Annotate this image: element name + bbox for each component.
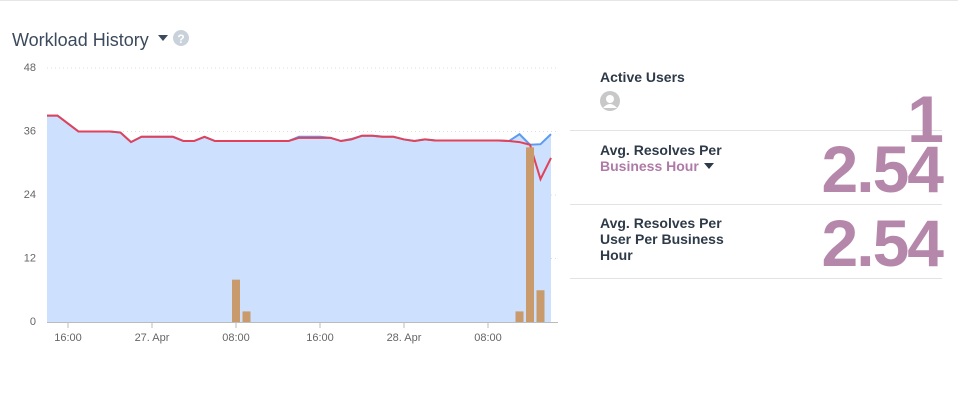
dropdown-arrow[interactable] — [157, 35, 168, 41]
stat-row: Active Users 1 — [570, 61, 944, 152]
chart: 0 12 24 36 48 16:00 27. Apr 08:00 16:00 28. Apr 08… — [24, 62, 558, 344]
x-tick-label: 16:00 — [54, 332, 82, 344]
y-tick-label: 48 — [24, 62, 36, 74]
header-icons: ? — [157, 30, 189, 46]
stat-row: Avg. Resolves Per Business Hour 2.54 — [570, 131, 944, 206]
stat-value: 2.54 — [821, 132, 944, 206]
bar — [242, 311, 251, 322]
x-tick-label: 08:00 — [222, 332, 250, 344]
bar — [232, 279, 240, 322]
x-tick-label: 27. Apr — [135, 332, 170, 344]
stat-row: Avg. Resolves Per User Per Business Hour… — [570, 205, 944, 280]
y-tick-label: 24 — [24, 189, 36, 201]
area — [47, 115, 551, 322]
x-tick-label: 08:00 — [474, 332, 502, 344]
help-icon[interactable] — [172, 30, 189, 46]
line — [47, 114, 552, 182]
avatar — [600, 91, 620, 111]
stat-label: Active Users — [600, 69, 685, 85]
bar — [515, 311, 524, 322]
stat-link[interactable]: Business Hour — [600, 158, 699, 174]
x-tick-label: 28. Apr — [387, 332, 422, 344]
stat-label: Avg. Resolves Per — [600, 142, 722, 158]
bar — [526, 147, 534, 322]
stat-label: Avg. Resolves Per User Per Business Hour — [600, 215, 724, 263]
header: Workload History ? — [12, 30, 194, 51]
dropdown-arrow[interactable] — [703, 161, 715, 171]
y-tick-label: 12 — [24, 252, 36, 264]
stat-label-block: Avg. Resolves Per Business Hour — [600, 142, 750, 174]
svg-text:?: ? — [177, 32, 184, 46]
x-tick-label: 16:00 — [306, 332, 334, 344]
bar — [536, 290, 545, 322]
header-title[interactable]: Workload History — [12, 30, 149, 50]
stat-value: 2.54 — [821, 206, 944, 280]
y-tick-label: 36 — [24, 125, 36, 137]
stat-value: 1 — [907, 82, 944, 156]
y-tick-label: 0 — [30, 316, 36, 328]
